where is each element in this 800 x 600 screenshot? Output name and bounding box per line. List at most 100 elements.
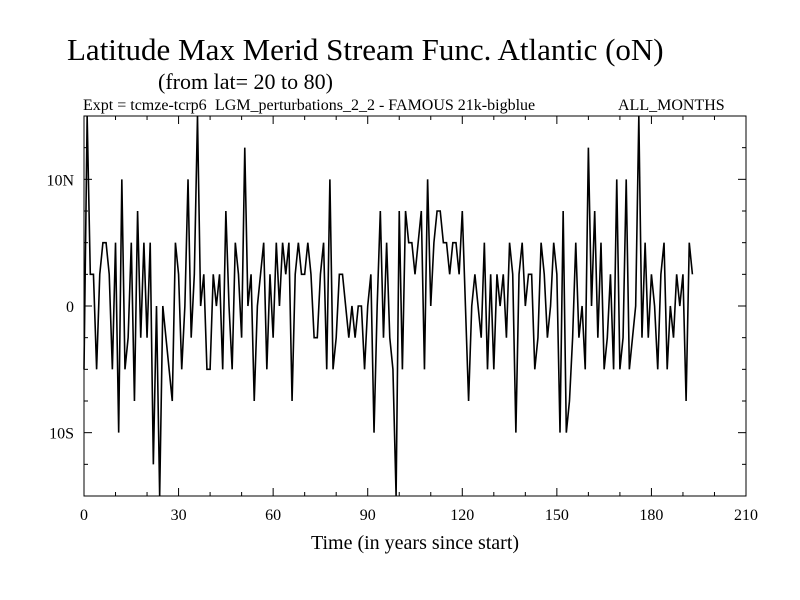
data-point: [206, 369, 208, 371]
data-point: [480, 337, 482, 339]
data-point: [670, 305, 672, 307]
x-tick-label: 210: [734, 507, 758, 524]
data-point: [130, 242, 132, 244]
data-point: [584, 369, 586, 371]
data-point: [266, 369, 268, 371]
data-point: [543, 274, 545, 276]
x-tick-label: 60: [265, 507, 281, 524]
data-point: [332, 369, 334, 371]
data-point: [603, 369, 605, 371]
y-tick-label: 10N: [46, 172, 74, 189]
data-point: [534, 369, 536, 371]
data-point: [606, 337, 608, 339]
data-point: [427, 179, 429, 181]
data-point: [556, 274, 558, 276]
data-point: [657, 369, 659, 371]
data-point: [402, 369, 404, 371]
data-point: [168, 369, 170, 371]
data-point: [291, 400, 293, 402]
data-point: [99, 274, 101, 276]
data-point: [298, 242, 300, 244]
data-point: [553, 242, 555, 244]
data-point: [376, 305, 378, 307]
data-point: [638, 115, 640, 117]
data-point: [102, 242, 104, 244]
data-point: [112, 369, 114, 371]
data-point: [326, 369, 328, 371]
data-point: [490, 274, 492, 276]
x-axis-label: Time (in years since start): [311, 532, 519, 554]
data-point: [616, 179, 618, 181]
data-point: [348, 337, 350, 339]
data-point: [370, 274, 372, 276]
data-point: [181, 369, 183, 371]
data-point: [96, 369, 98, 371]
data-point: [594, 210, 596, 212]
data-point: [238, 274, 240, 276]
data-point: [575, 242, 577, 244]
data-point: [439, 210, 441, 212]
data-point: [619, 369, 621, 371]
data-point: [134, 400, 136, 402]
data-point: [588, 147, 590, 149]
data-point: [294, 274, 296, 276]
x-tick-label: 120: [450, 507, 474, 524]
data-point: [417, 242, 419, 244]
months-label: ALL_MONTHS: [618, 97, 725, 114]
data-point: [354, 337, 356, 339]
data-point: [572, 337, 574, 339]
data-point: [566, 432, 568, 434]
data-point: [493, 369, 495, 371]
data-point: [212, 274, 214, 276]
data-point: [458, 274, 460, 276]
data-point: [263, 242, 265, 244]
data-point: [335, 337, 337, 339]
series-line: [83, 115, 694, 497]
data-point: [414, 274, 416, 276]
data-point: [225, 210, 227, 212]
data-point: [257, 305, 259, 307]
data-point: [430, 305, 432, 307]
data-point: [124, 369, 126, 371]
data-point: [272, 337, 274, 339]
data-point: [540, 242, 542, 244]
data-point: [285, 274, 287, 276]
data-point: [389, 337, 391, 339]
data-point: [499, 305, 501, 307]
data-point: [512, 274, 514, 276]
data-point: [253, 400, 255, 402]
data-point: [310, 274, 312, 276]
data-point: [345, 305, 347, 307]
data-point: [518, 274, 520, 276]
data-point: [622, 337, 624, 339]
data-point: [228, 305, 230, 307]
x-axis-ticks: [83, 116, 747, 496]
data-point: [692, 274, 694, 276]
data-point: [171, 400, 173, 402]
data-point: [127, 337, 129, 339]
data-point: [688, 242, 690, 244]
data-point: [484, 242, 486, 244]
data-point: [313, 337, 315, 339]
data-point: [165, 337, 167, 339]
data-point: [108, 274, 110, 276]
data-point: [260, 274, 262, 276]
chart-subtitle: (from lat= 20 to 80): [158, 69, 333, 94]
data-point: [651, 274, 653, 276]
x-tick-label: 30: [171, 507, 187, 524]
data-point: [449, 274, 451, 276]
data-point: [282, 242, 284, 244]
data-point: [200, 305, 202, 307]
data-point: [421, 210, 423, 212]
data-point: [408, 242, 410, 244]
data-point: [361, 305, 363, 307]
data-point: [209, 369, 211, 371]
data-point: [547, 337, 549, 339]
data-point: [383, 337, 385, 339]
data-point: [367, 305, 369, 307]
x-axis-tick-labels: 0 30 60 90 120 150 180 210: [80, 507, 758, 524]
data-point: [531, 274, 533, 276]
data-point: [613, 369, 615, 371]
data-point: [219, 274, 221, 276]
y-axis-tick-labels: 10S 0 10N: [46, 172, 74, 442]
